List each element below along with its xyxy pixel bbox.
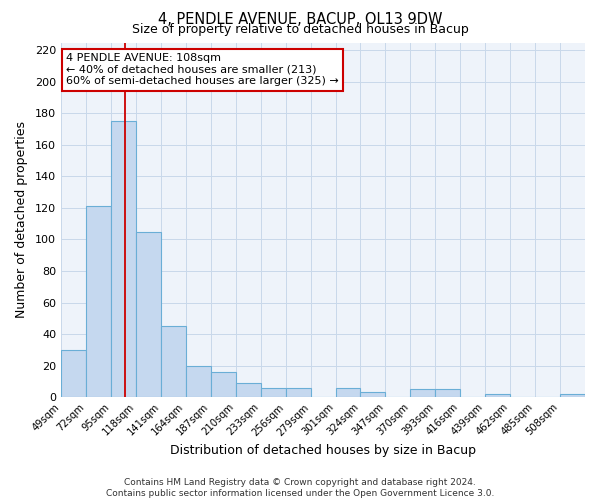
- Bar: [436, 389, 460, 397]
- Bar: [260, 388, 286, 397]
- X-axis label: Distribution of detached houses by size in Bacup: Distribution of detached houses by size …: [170, 444, 476, 458]
- Bar: [361, 392, 385, 397]
- Text: 4 PENDLE AVENUE: 108sqm
← 40% of detached houses are smaller (213)
60% of semi-d: 4 PENDLE AVENUE: 108sqm ← 40% of detache…: [66, 53, 339, 86]
- Bar: [335, 388, 361, 397]
- Bar: [161, 326, 186, 397]
- Bar: [86, 206, 111, 397]
- Bar: [286, 388, 311, 397]
- Bar: [485, 394, 510, 397]
- Bar: [186, 366, 211, 397]
- Text: 4, PENDLE AVENUE, BACUP, OL13 9DW: 4, PENDLE AVENUE, BACUP, OL13 9DW: [158, 12, 442, 28]
- Bar: [236, 383, 260, 397]
- Bar: [61, 350, 86, 397]
- Text: Contains HM Land Registry data © Crown copyright and database right 2024.
Contai: Contains HM Land Registry data © Crown c…: [106, 478, 494, 498]
- Y-axis label: Number of detached properties: Number of detached properties: [15, 122, 28, 318]
- Bar: [211, 372, 236, 397]
- Bar: [560, 394, 585, 397]
- Text: Size of property relative to detached houses in Bacup: Size of property relative to detached ho…: [131, 22, 469, 36]
- Bar: [111, 122, 136, 397]
- Bar: [410, 389, 436, 397]
- Bar: [136, 232, 161, 397]
